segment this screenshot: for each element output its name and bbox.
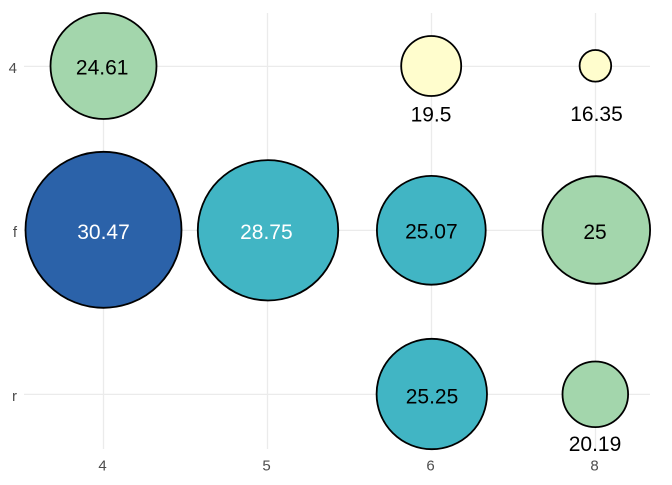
- svg-text:20.19: 20.19: [569, 433, 622, 456]
- svg-text:25.07: 25.07: [405, 221, 458, 244]
- svg-text:16.35: 16.35: [570, 103, 623, 126]
- svg-text:6: 6: [426, 458, 434, 475]
- svg-text:f: f: [13, 224, 18, 241]
- svg-text:30.47: 30.47: [77, 221, 130, 244]
- svg-text:25.25: 25.25: [406, 386, 459, 409]
- svg-text:5: 5: [262, 458, 270, 475]
- svg-text:19.5: 19.5: [411, 104, 452, 127]
- svg-text:24.61: 24.61: [76, 57, 129, 80]
- svg-text:8: 8: [590, 458, 598, 475]
- svg-text:4: 4: [9, 60, 17, 77]
- svg-text:28.75: 28.75: [240, 221, 293, 244]
- svg-text:r: r: [12, 388, 17, 405]
- svg-text:4: 4: [98, 458, 106, 475]
- svg-text:25: 25: [583, 221, 606, 244]
